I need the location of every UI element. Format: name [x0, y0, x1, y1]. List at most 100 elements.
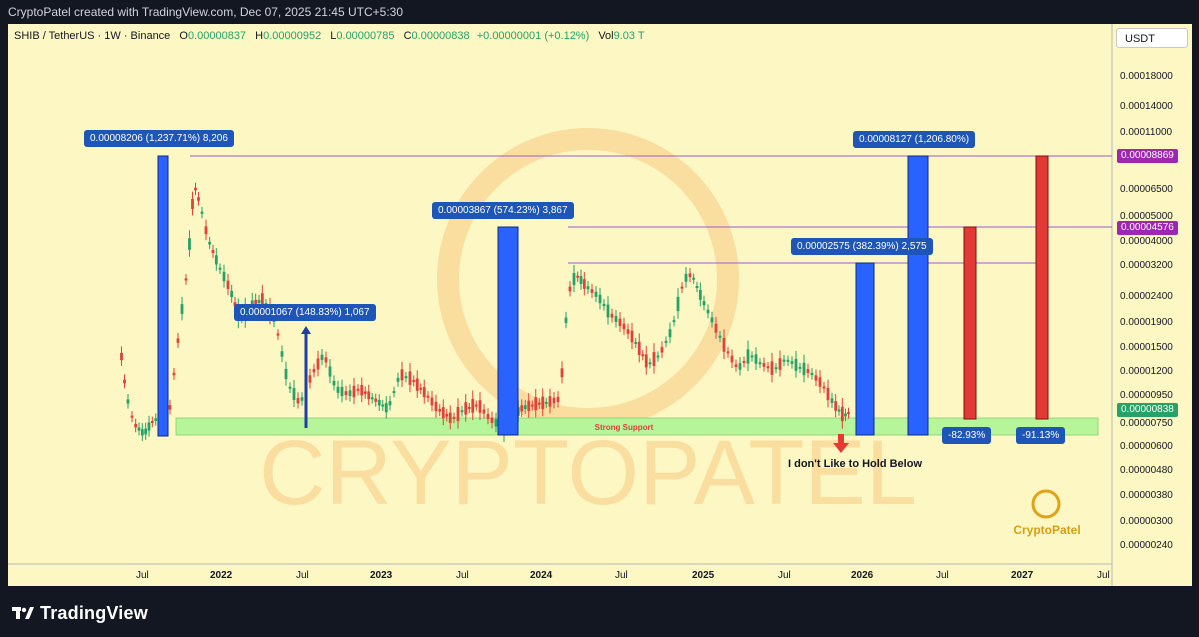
candle-body: [790, 361, 794, 364]
candle-body: [426, 395, 430, 398]
candle-body: [810, 372, 814, 376]
candle-body: [474, 404, 478, 407]
measure-bar-7: [1035, 155, 1049, 420]
candle-body: [392, 391, 396, 394]
candle-body: [441, 407, 445, 419]
candle-body: [188, 238, 191, 250]
symbol-label[interactable]: SHIB / TetherUS · 1W · Binance: [14, 30, 171, 42]
candle-body: [197, 197, 200, 201]
candle-body: [754, 354, 758, 364]
candle-body: [722, 337, 726, 352]
candle-body: [676, 296, 680, 312]
price-tick: 0.00018000: [1120, 71, 1173, 82]
time-tick: 2027: [1011, 570, 1034, 581]
candle-body: [280, 351, 284, 357]
price-tick: 0.00002400: [1120, 291, 1173, 302]
candle-body: [137, 427, 141, 431]
candle-body: [191, 199, 194, 209]
time-tick: 2026: [851, 570, 874, 581]
candle-body: [576, 275, 580, 278]
candle-body: [340, 386, 344, 397]
candle-body: [486, 413, 490, 420]
candle-body: [830, 398, 834, 403]
price-tick: 0.00000480: [1120, 465, 1173, 476]
candle-body: [844, 413, 847, 417]
price-tick: 0.00001500: [1120, 342, 1173, 353]
warning-arrow-icon: [833, 443, 849, 453]
price-chart[interactable]: CRYPTOPATEL Strong Support CryptoPatel: [8, 24, 1192, 586]
candle-body: [806, 369, 810, 373]
low-label: L: [330, 30, 337, 42]
candle-body: [556, 396, 560, 403]
candle-body: [226, 280, 230, 289]
candle-body: [456, 406, 460, 422]
candle-body: [467, 406, 471, 409]
candle-body: [695, 286, 699, 289]
tradingview-brand[interactable]: TradingView: [12, 603, 148, 624]
candle-body: [798, 366, 802, 369]
time-tick: 2022: [210, 570, 233, 581]
candle-body: [356, 388, 360, 391]
price-tick: 0.00000950: [1120, 390, 1173, 401]
candle-body: [260, 293, 264, 307]
candle-body: [582, 279, 586, 289]
candle-body: [434, 401, 438, 412]
candle-body: [523, 405, 527, 410]
candle-body: [478, 400, 482, 413]
candle-body: [794, 358, 798, 371]
candle-body: [568, 286, 572, 292]
chart-area[interactable]: CRYPTOPATEL Strong Support CryptoPatel S…: [8, 24, 1192, 586]
candle-body: [622, 323, 626, 330]
time-tick: 2024: [530, 570, 553, 581]
candles: [120, 182, 850, 443]
candle-body: [766, 366, 770, 369]
candle-body: [738, 363, 742, 370]
candle-body: [448, 412, 452, 423]
candle-body: [312, 368, 316, 373]
candle-body: [714, 323, 718, 333]
candle-body: [541, 396, 545, 409]
price-tick: 0.00000380: [1120, 490, 1173, 501]
candle-body: [822, 386, 826, 389]
time-tick: Jul: [615, 570, 628, 581]
ohlc-legend: SHIB / TetherUS · 1W · Binance O0.000008…: [14, 30, 645, 42]
candle-body: [606, 304, 610, 318]
candle-body: [746, 349, 750, 364]
candle-body: [363, 391, 367, 395]
candle-body: [134, 423, 138, 428]
level-price-box-8869: 0.00008869: [1117, 149, 1178, 163]
candle-body: [445, 413, 449, 417]
candle-body: [770, 361, 774, 375]
candle-body: [352, 385, 356, 398]
time-tick: 2025: [692, 570, 715, 581]
candle-body: [710, 317, 714, 323]
candle-body: [388, 401, 392, 406]
candle-body: [370, 397, 374, 400]
candle-body: [726, 351, 730, 354]
candle-body: [630, 330, 634, 343]
candle-body: [618, 318, 622, 327]
currency-selector[interactable]: USDT: [1116, 28, 1188, 48]
candle-body: [374, 398, 378, 402]
candle-body: [672, 320, 676, 323]
level-price-box-4576: 0.00004576: [1117, 221, 1178, 235]
candle-body: [316, 358, 320, 370]
cryptopatel-logo-text: CryptoPatel: [1013, 523, 1080, 537]
high-label: H: [255, 30, 264, 42]
candle-body: [126, 399, 130, 404]
candle-body: [336, 386, 340, 393]
time-tick: Jul: [936, 570, 949, 581]
candle-body: [652, 351, 656, 367]
candle-body: [490, 417, 494, 423]
measure-label-4: 0.00002575 (382.39%) 2,575: [791, 238, 933, 255]
candle-body: [288, 386, 292, 389]
time-tick: Jul: [1097, 570, 1110, 581]
candle-body: [120, 352, 123, 361]
candle-body: [222, 271, 226, 282]
candle-body: [180, 304, 184, 314]
volume-label: Vol: [598, 30, 614, 42]
candle-body: [150, 420, 154, 423]
candle-body: [698, 289, 702, 300]
candle-body: [482, 409, 486, 414]
candle-body: [641, 354, 645, 357]
